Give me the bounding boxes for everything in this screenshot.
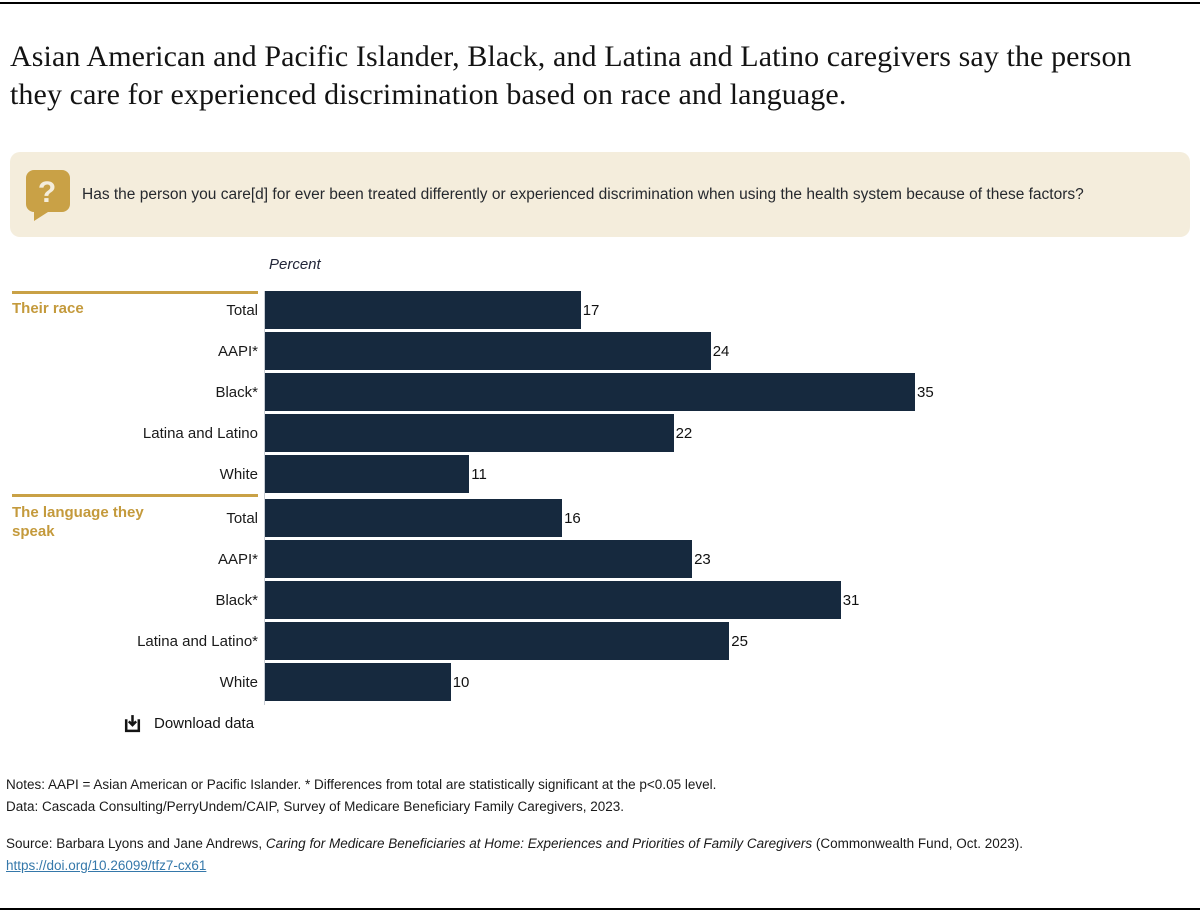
category-label: White <box>219 465 258 483</box>
category-label: AAPI* <box>217 550 258 568</box>
bar-row: Total 16 <box>0 499 1200 537</box>
chart-groups: Their race Total 17 AAPI* 24 Black* 35 Latina a… <box>0 291 1200 701</box>
bar <box>265 332 711 370</box>
group-divider-line <box>12 291 258 294</box>
chart-title: Asian American and Pacific Islander, Bla… <box>10 40 1132 111</box>
doi-link[interactable]: https://doi.org/10.26099/tfz7-cx61 <box>6 858 207 873</box>
value-label: 11 <box>471 465 487 483</box>
category-label: Latina and Latino <box>142 424 258 442</box>
group-label: The language they speak <box>12 504 144 540</box>
bar <box>265 414 674 452</box>
bar <box>265 499 563 537</box>
bar-cell: 31 <box>265 581 1200 619</box>
bar-cell: 35 <box>265 373 1200 411</box>
svg-text:?: ? <box>38 176 56 209</box>
axis-unit-label: Percent <box>269 256 321 273</box>
chart-group: The language they speak Total 16 AAPI* 23 Bla… <box>0 494 1200 701</box>
bar-row: White 11 <box>0 455 1200 493</box>
question-mark-icon: ? <box>26 170 70 221</box>
top-border-line <box>0 2 1200 4</box>
download-data-link[interactable]: Download data <box>122 713 254 734</box>
survey-question-text: Has the person you care[d] for ever been… <box>82 186 1084 203</box>
value-label: 35 <box>917 383 934 401</box>
bar-cell: 23 <box>265 540 1200 578</box>
value-label: 23 <box>694 550 711 568</box>
bar-cell: 22 <box>265 414 1200 452</box>
source-report-title: Caring for Medicare Beneficiaries at Hom… <box>265 836 813 851</box>
bar-row: Total 17 <box>0 291 1200 329</box>
bar-row: AAPI* 24 <box>0 332 1200 370</box>
source-prefix: Source: Barbara Lyons and Jane Andrews, <box>6 836 266 851</box>
bar-row: Black* 35 <box>0 373 1200 411</box>
bar <box>265 291 581 329</box>
value-label: 25 <box>731 632 748 650</box>
bar-cell: 16 <box>265 499 1200 537</box>
bar-chart: Their race Total 17 AAPI* 24 Black* 35 Latina a… <box>0 291 1200 705</box>
category-label: White <box>219 673 258 691</box>
category-label: Latina and Latino* <box>137 632 258 650</box>
bar-row: White 10 <box>0 663 1200 701</box>
y-axis-line <box>264 291 265 705</box>
source-block: Source: Barbara Lyons and Jane Andrews, … <box>6 833 1186 877</box>
value-label: 10 <box>452 673 470 691</box>
notes-block: Notes: AAPI = Asian American or Pacific … <box>6 774 1186 818</box>
bar-row: Latina and Latino 22 <box>0 414 1200 452</box>
value-label: 31 <box>842 591 860 609</box>
source-suffix: (Commonwealth Fund, Oct. 2023). <box>812 836 1023 851</box>
data-line: Data: Cascada Consulting/PerryUndem/CAIP… <box>6 799 625 814</box>
bottom-border-line <box>0 908 1200 910</box>
category-label: Total <box>226 301 258 319</box>
value-label: 16 <box>564 509 581 527</box>
chart-group: Their race Total 17 AAPI* 24 Black* 35 Latina a… <box>0 291 1200 493</box>
bar <box>265 540 693 578</box>
bar-row: AAPI* 23 <box>0 540 1200 578</box>
category-label: Black* <box>215 591 258 609</box>
bar-row: Black* 31 <box>0 581 1200 619</box>
bar <box>265 455 470 493</box>
bar <box>265 663 451 701</box>
category-label: AAPI* <box>217 342 258 360</box>
download-icon <box>124 715 141 733</box>
value-label: 17 <box>582 301 600 319</box>
value-label: 24 <box>712 342 730 360</box>
bar-cell: 24 <box>265 332 1200 370</box>
bar <box>265 373 915 411</box>
bar-cell: 17 <box>265 291 1200 329</box>
category-label: Total <box>226 509 258 527</box>
bar-cell: 11 <box>265 455 1200 493</box>
source-line: Source: Barbara Lyons and Jane Andrews, … <box>6 833 1186 855</box>
group-divider-line <box>12 494 258 497</box>
survey-question-box: ? Has the person you care[d] for ever be… <box>10 152 1190 237</box>
bar <box>265 622 730 660</box>
bar-cell: 25 <box>265 622 1200 660</box>
download-data-label: Download data <box>154 715 255 732</box>
bar-cell: 10 <box>265 663 1200 701</box>
bar <box>265 581 841 619</box>
bar-row: Latina and Latino* 25 <box>0 622 1200 660</box>
value-label: 22 <box>675 424 693 442</box>
notes-line: Notes: AAPI = Asian American or Pacific … <box>6 777 717 792</box>
group-label: Their race <box>12 300 84 317</box>
category-label: Black* <box>215 383 258 401</box>
